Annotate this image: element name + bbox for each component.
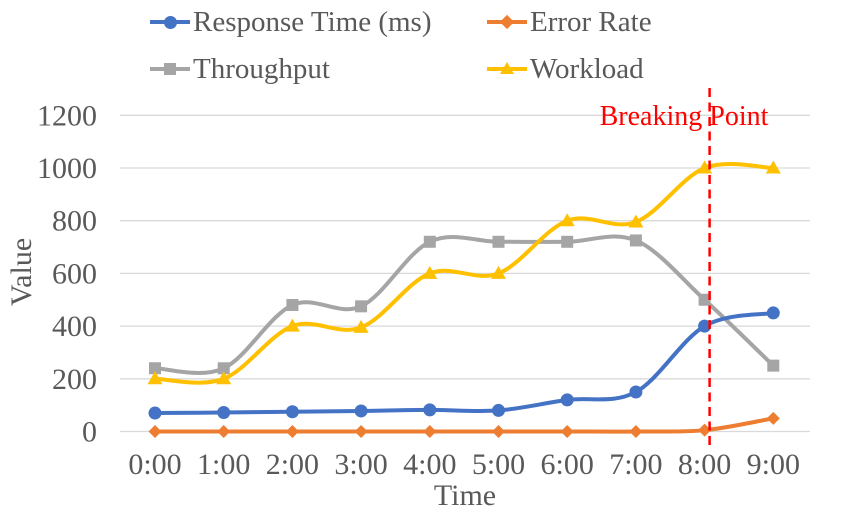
legend-item-response-time-ms: Response Time (ms) <box>150 5 431 39</box>
y-tick-label: 0 <box>82 416 97 449</box>
legend-item-workload: Workload <box>487 52 644 86</box>
error-rate-marker <box>354 425 368 438</box>
legend-label: Response Time (ms) <box>193 5 432 38</box>
workload-marker <box>559 213 575 227</box>
throughput-marker <box>423 235 436 248</box>
legend-label: Workload <box>530 52 644 85</box>
response-time-ms-marker <box>148 406 162 420</box>
breaking-point-annotation: Breaking Point <box>599 101 769 132</box>
error-rate-marker <box>698 423 712 437</box>
triangle-marker-icon <box>487 54 527 84</box>
error-rate-marker <box>217 425 231 438</box>
throughput-marker <box>698 293 711 306</box>
workload-marker <box>697 160 713 174</box>
response-time-ms-marker <box>766 306 780 320</box>
throughput-marker <box>561 235 574 248</box>
legend-item-error-rate: Error Rate <box>487 5 652 39</box>
x-tick-label: 7:00 <box>609 448 662 481</box>
throughput-marker <box>355 300 368 313</box>
error-rate-marker <box>629 425 643 438</box>
x-tick-label: 3:00 <box>334 448 387 481</box>
response-time-ms-marker <box>698 319 712 333</box>
square-marker-icon <box>150 54 190 84</box>
x-axis-title: Time <box>433 479 497 512</box>
series-line-error-rate <box>153 416 776 434</box>
y-axis-title: Value <box>5 237 38 307</box>
chart-legend: Response Time (ms) Error Rate Throughput Wo… <box>0 0 844 90</box>
y-tick-label: 400 <box>52 310 97 343</box>
response-time-ms-marker <box>217 406 231 420</box>
throughput-marker <box>492 235 505 248</box>
y-tick-label: 1000 <box>37 152 97 185</box>
workload-marker <box>422 265 438 279</box>
workload-marker <box>353 319 369 333</box>
x-tick-label: 2:00 <box>266 448 319 481</box>
legend-label: Throughput <box>193 52 330 85</box>
response-time-ms-marker <box>629 385 643 399</box>
error-rate-marker <box>560 425 574 438</box>
series-line-throughput <box>153 234 776 375</box>
series-line-workload <box>153 161 776 385</box>
legend-item-throughput: Throughput <box>150 52 330 86</box>
error-rate-marker <box>148 425 162 438</box>
legend-label: Error Rate <box>530 5 652 38</box>
response-time-ms-marker <box>285 405 299 419</box>
x-tick-label: 9:00 <box>747 448 800 481</box>
x-tick-label: 6:00 <box>541 448 594 481</box>
y-tick-label: 200 <box>52 363 97 396</box>
error-rate-marker <box>492 425 505 438</box>
y-tick-label: 800 <box>52 205 97 238</box>
y-tick-label: 1200 <box>37 99 97 132</box>
x-tick-label: 8:00 <box>678 448 731 481</box>
throughput-marker <box>767 359 780 372</box>
x-tick-label: 4:00 <box>403 448 456 481</box>
series-line-response-time-ms <box>153 310 776 416</box>
error-rate-marker <box>423 425 437 438</box>
throughput-marker <box>149 362 161 375</box>
response-time-ms-marker <box>560 393 574 407</box>
x-tick-label: 0:00 <box>128 448 181 481</box>
diamond-marker-icon <box>487 7 527 37</box>
workload-marker <box>147 371 163 385</box>
throughput-marker <box>629 234 642 247</box>
workload-marker <box>216 371 232 385</box>
error-rate-marker <box>766 411 780 425</box>
workload-marker <box>284 318 300 332</box>
response-time-ms-marker <box>354 404 368 418</box>
workload-marker <box>491 265 506 279</box>
workload-marker <box>628 214 644 228</box>
throughput-marker <box>217 362 230 375</box>
throughput-marker <box>286 299 299 312</box>
x-tick-label: 5:00 <box>472 448 525 481</box>
workload-marker <box>765 160 781 174</box>
response-time-ms-marker <box>423 403 437 417</box>
circle-marker-icon <box>150 7 190 37</box>
error-rate-marker <box>285 425 299 438</box>
y-tick-label: 600 <box>52 257 97 290</box>
response-time-ms-marker <box>492 403 505 417</box>
x-tick-label: 1:00 <box>197 448 250 481</box>
